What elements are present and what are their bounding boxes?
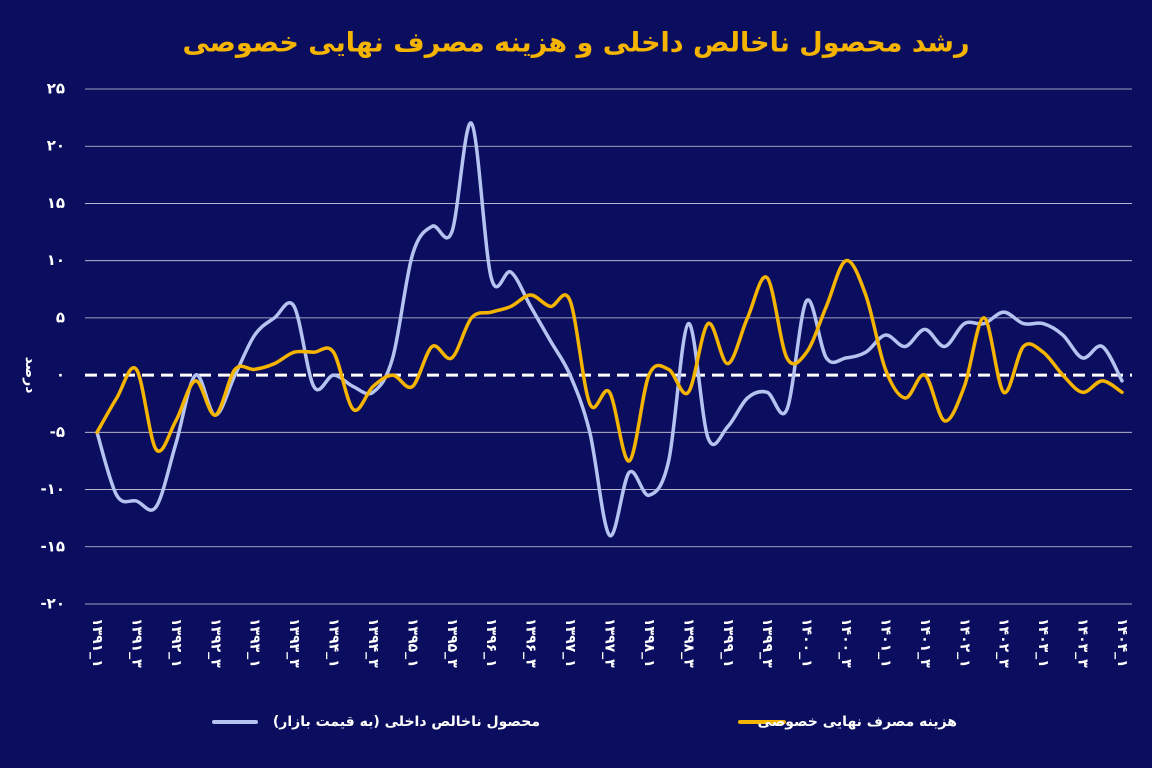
y-tick-label: ۱۵: [47, 194, 65, 212]
x-tick-label: ۱۴۰۰_۱: [799, 618, 815, 668]
x-tick-label: ۱۳۹۲_۳: [207, 618, 223, 668]
y-tick-label: -۲۰: [40, 595, 65, 613]
x-tick-label: ۱۳۹۶_۳: [523, 618, 539, 668]
x-tick-label: ۱۴۰۳_۳: [1075, 618, 1091, 668]
x-tick-label: ۱۳۹۷_۱: [562, 618, 578, 668]
legend-label: محصول ناخالص داخلی (به قیمت بازار): [273, 714, 540, 730]
x-tick-label: ۱۳۹۱_۳: [128, 618, 144, 668]
chart-title: رشد محصول ناخالص داخلی و هزینه مصرف نهای…: [182, 28, 969, 59]
x-tick-label: ۱۴۰۰_۳: [838, 618, 854, 668]
x-tick-label: ۱۴۰۳_۱: [1035, 618, 1051, 668]
y-tick-label: -۱۰: [40, 480, 65, 498]
x-tick-label: ۱۴۰۲_۳: [996, 618, 1012, 668]
series-line: [95, 121, 1124, 538]
x-tick-label: ۱۳۹۴_۱: [326, 618, 342, 668]
legend-label: هزینه مصرف نهایی خصوصی: [758, 714, 957, 730]
x-tick-label: ۱۳۹۶_۱: [483, 618, 499, 668]
x-tick-label: ۱۳۹۵_۳: [444, 618, 460, 668]
x-tick-label: ۱۳۹۸_۳: [680, 618, 696, 668]
x-tick-label: ۱۳۹۷_۳: [602, 618, 618, 668]
y-tick-label: ۵: [56, 308, 65, 326]
x-tick-label: ۱۳۹۳_۳: [286, 618, 302, 668]
y-tick-label: ۱۰: [47, 251, 65, 269]
series-line: [95, 258, 1124, 463]
y-axis-label: درصد: [22, 357, 38, 394]
x-tick-label: ۱۳۹۸_۱: [641, 618, 657, 668]
x-tick-label: ۱۳۹۱_۱: [89, 618, 105, 668]
x-tick-label: ۱۳۹۲_۱: [168, 618, 184, 668]
y-tick-label: ۰: [56, 366, 65, 384]
x-tick-label: ۱۳۹۵_۱: [404, 618, 420, 668]
x-tick-label: ۱۴۰۴_۱: [1114, 618, 1130, 668]
y-tick-label: -۵: [50, 423, 65, 441]
x-tick-label: ۱۳۹۳_۱: [247, 618, 263, 668]
x-tick-label: ۱۴۰۱_۱: [877, 618, 893, 668]
x-tick-label: ۱۳۹۹_۳: [759, 618, 775, 668]
x-tick-label: ۱۳۹۹_۱: [720, 618, 736, 668]
x-tick-label: ۱۴۰۲_۱: [956, 618, 972, 668]
y-tick-label: -۱۵: [40, 537, 65, 555]
x-tick-label: ۱۳۹۴_۳: [365, 618, 381, 668]
y-tick-label: ۲۵: [47, 80, 65, 98]
x-tick-label: ۱۴۰۱_۳: [917, 618, 933, 668]
y-tick-label: ۲۰: [47, 137, 65, 155]
